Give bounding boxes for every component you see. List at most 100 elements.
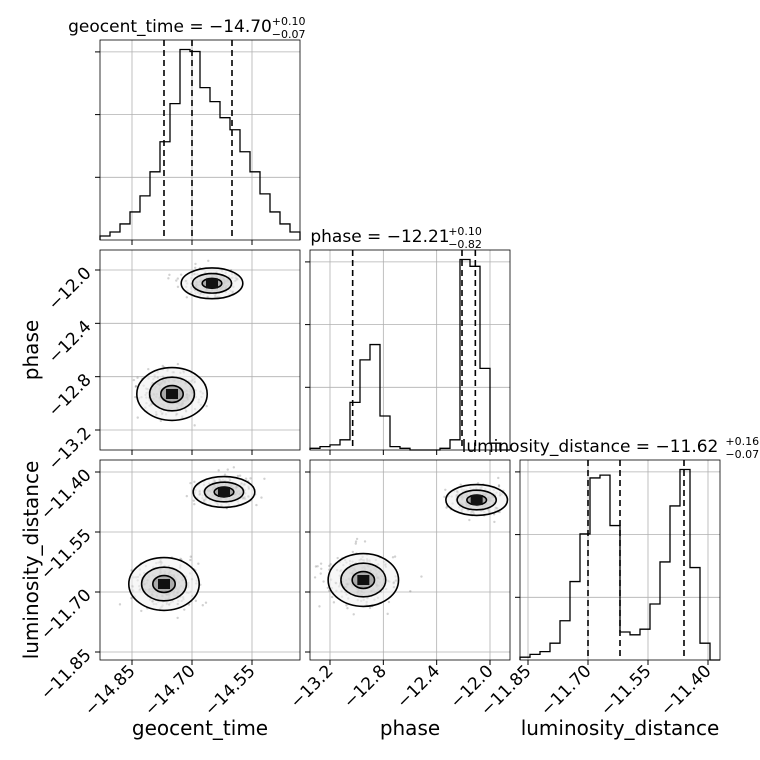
- scatter-point: [351, 550, 355, 554]
- scatter-point: [368, 606, 372, 610]
- y-tick-label: −11.55: [37, 525, 96, 584]
- hist-panel-luminosity_distance-frame: [519, 459, 721, 661]
- density-peak: [218, 487, 230, 497]
- scatter-point: [332, 601, 336, 604]
- scatter-point: [179, 273, 183, 276]
- scatter-point: [140, 609, 143, 613]
- scatter-point: [354, 540, 358, 543]
- scatter-point: [391, 556, 395, 559]
- scatter-point: [201, 604, 204, 607]
- scatter-point: [386, 612, 389, 616]
- scatter-point: [444, 488, 447, 491]
- scatter-point: [207, 259, 210, 263]
- panel-title-plus-geocent_time: +0.10: [272, 15, 306, 28]
- scatter-point: [322, 580, 325, 583]
- x-axis-label-geocent_time: geocent_time: [132, 716, 268, 740]
- y-tick-label: −11.85: [37, 645, 96, 704]
- scatter-point: [346, 607, 349, 610]
- scatter-point: [244, 477, 248, 480]
- scatter-point: [159, 419, 163, 423]
- scatter-point: [161, 364, 164, 368]
- scatter-point: [445, 506, 448, 509]
- x-axis-label-phase: phase: [380, 716, 440, 740]
- panel-title-phase: phase = −12.21: [310, 227, 449, 247]
- panel-title-geocent_time: geocent_time = −14.70: [68, 17, 272, 37]
- scatter-point: [185, 494, 189, 498]
- panel-geocent_time-luminosity_distance-frame: [99, 459, 301, 661]
- scatter-point: [497, 476, 500, 480]
- scatter-point: [179, 557, 182, 560]
- scatter-point: [223, 473, 227, 476]
- x-tick-label: −13.2: [287, 661, 338, 712]
- scatter-point: [192, 499, 195, 502]
- scatter-point: [185, 296, 189, 299]
- scatter-point: [319, 572, 322, 575]
- scatter-point: [193, 503, 196, 506]
- x-tick-label: −12.4: [393, 661, 444, 712]
- scatter-point: [393, 555, 397, 558]
- scatter-point: [355, 537, 359, 541]
- scatter-point: [318, 605, 321, 608]
- density-peak: [470, 495, 483, 505]
- panel-geocent_time-phase-frame: [99, 249, 301, 451]
- panel-title-minus-phase: −0.82: [448, 238, 482, 251]
- histogram-step-phase: [309, 258, 510, 451]
- scatter-point: [168, 273, 171, 277]
- x-tick-label: −14.55: [201, 661, 260, 720]
- panel-title-minus-geocent_time: −0.07: [272, 28, 306, 41]
- scatter-point: [249, 477, 252, 480]
- scatter-point: [134, 385, 138, 388]
- scatter-point: [197, 562, 200, 565]
- scatter-point: [136, 376, 139, 379]
- y-tick-label: −12.0: [45, 263, 96, 314]
- x-tick-label: −11.55: [597, 661, 656, 720]
- x-tick-label: −12.8: [340, 661, 391, 712]
- scatter-point: [194, 599, 198, 603]
- scatter-point: [189, 555, 192, 558]
- scatter-point: [175, 279, 178, 282]
- y-axis-label-phase: phase: [19, 320, 43, 380]
- scatter-point: [205, 404, 208, 408]
- y-axis-label-luminosity_distance: luminosity_distance: [19, 461, 43, 660]
- scatter-point: [329, 563, 332, 566]
- scatter-point: [387, 600, 391, 604]
- hist-panel-geocent_time-frame: [99, 39, 301, 241]
- scatter-point: [497, 485, 501, 488]
- scatter-point: [236, 474, 240, 478]
- x-tick-label: −14.70: [141, 661, 200, 720]
- panel-title-minus-luminosity_distance: −0.07: [725, 448, 759, 461]
- scatter-point: [316, 565, 319, 568]
- hist-panel-phase-frame: [309, 249, 511, 451]
- scatter-point: [232, 466, 236, 469]
- scatter-point: [167, 277, 170, 280]
- scatter-point: [260, 496, 263, 499]
- scatter-point: [147, 367, 150, 371]
- scatter-point: [176, 285, 180, 289]
- scatter-point: [194, 266, 197, 269]
- hist-phase: [305, 250, 510, 451]
- scatter-point: [238, 474, 242, 477]
- histogram-step-geocent_time: [99, 48, 301, 240]
- scatter-point: [130, 569, 133, 572]
- scatter-point: [217, 469, 220, 472]
- scatter-point: [313, 576, 317, 579]
- scatter-point: [255, 503, 258, 507]
- scatter-panel-geocent_time-luminosity_distance: [100, 460, 300, 660]
- scatter-point: [183, 608, 186, 611]
- scatter-point: [193, 424, 196, 427]
- y-tick-label: −11.40: [37, 465, 96, 524]
- scatter-point: [134, 395, 137, 399]
- panel-title-plus-luminosity_distance: +0.16: [725, 435, 759, 448]
- scatter-point: [176, 362, 180, 366]
- scatter-point: [319, 562, 323, 565]
- scatter-point: [320, 567, 323, 571]
- scatter-point: [330, 595, 334, 599]
- scatter-point: [459, 483, 462, 486]
- scatter-point: [345, 604, 348, 607]
- hist-luminosity_distance: [515, 460, 720, 661]
- scatter-point: [118, 603, 122, 606]
- panel-title-luminosity_distance: luminosity_distance = −11.62: [462, 437, 719, 457]
- scatter-point: [134, 384, 138, 388]
- density-peak: [158, 579, 170, 589]
